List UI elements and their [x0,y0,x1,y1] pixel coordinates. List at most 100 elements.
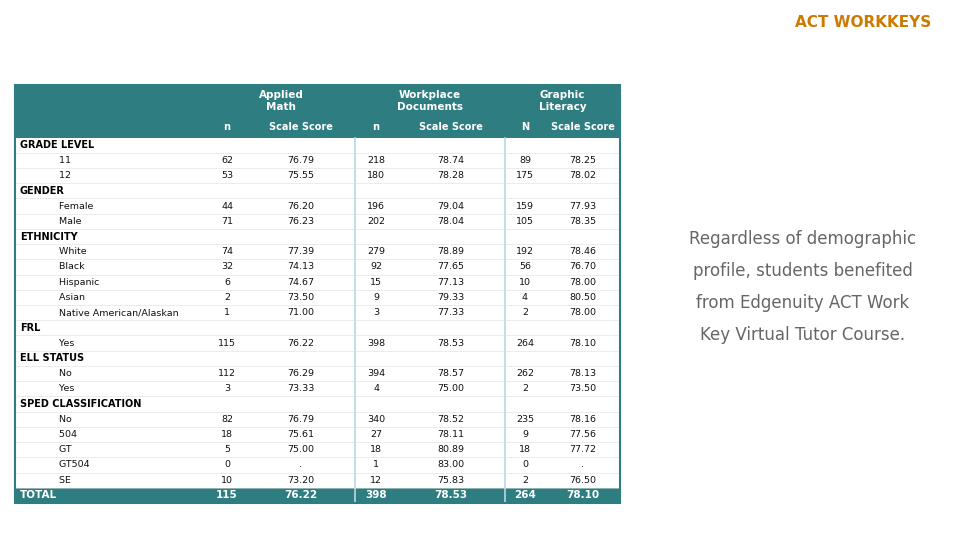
Text: n: n [372,123,379,132]
Text: 78.10: 78.10 [569,339,596,348]
Text: 175: 175 [516,171,534,180]
Text: 75.55: 75.55 [287,171,315,180]
Text: 3: 3 [224,384,230,393]
Text: Native American/Alaskan: Native American/Alaskan [35,308,179,317]
Text: 340: 340 [367,415,385,424]
Text: 9: 9 [373,293,379,302]
Text: 279: 279 [367,247,385,256]
Text: 1: 1 [224,308,230,317]
Text: 76.29: 76.29 [287,369,315,378]
Text: 77.56: 77.56 [569,430,596,439]
Text: 78.53: 78.53 [435,490,468,501]
Text: 74.13: 74.13 [287,262,315,272]
Text: Scale Score: Scale Score [420,123,483,132]
Text: n: n [224,123,230,132]
Text: 398: 398 [365,490,387,501]
Text: 76.70: 76.70 [569,262,596,272]
Text: 74: 74 [221,247,233,256]
Text: 78.25: 78.25 [569,156,596,165]
Text: Asian: Asian [35,293,85,302]
Text: 2: 2 [224,293,230,302]
Text: 75.83: 75.83 [438,476,465,484]
Text: 235: 235 [516,415,534,424]
Text: 75.61: 75.61 [287,430,315,439]
Bar [15,85,620,503]
Text: 11: 11 [35,156,71,165]
Bar [15,442,620,457]
Text: 4: 4 [522,293,528,302]
Text: Black: Black [35,262,84,272]
Text: 73.33: 73.33 [287,384,315,393]
Text: 78.11: 78.11 [438,430,465,439]
Text: TOTAL: TOTAL [20,490,58,501]
Text: 202: 202 [367,217,385,226]
Text: 76.50: 76.50 [569,476,596,484]
Text: 92: 92 [370,262,382,272]
Bar [15,396,620,411]
Text: 1: 1 [373,461,379,469]
Text: Yes: Yes [35,384,74,393]
Text: ETHNICITY: ETHNICITY [20,232,78,241]
Text: Central Community Schools: Central Community Schools [19,16,492,45]
Text: Scale Score: Scale Score [551,123,614,132]
Text: Female: Female [35,201,93,211]
Bar [15,183,620,199]
Text: 2: 2 [522,476,528,484]
Text: Hispanic: Hispanic [35,278,100,287]
Text: GENDER: GENDER [20,186,65,196]
Text: 15: 15 [370,278,382,287]
Text: 75.00: 75.00 [438,384,465,393]
Bar [15,305,620,320]
Bar [15,320,620,335]
Text: N: N [521,123,529,132]
Text: Scale Score: Scale Score [269,123,333,132]
Text: White: White [35,247,86,256]
Text: 77.33: 77.33 [438,308,465,317]
Text: 27: 27 [370,430,382,439]
Bar [15,117,620,138]
Text: GT504: GT504 [35,461,89,469]
Text: 504: 504 [35,430,77,439]
Text: 76.79: 76.79 [287,415,315,424]
Text: 10: 10 [221,476,233,484]
Bar [15,153,620,168]
Bar [15,244,620,259]
Bar [15,488,620,503]
Bar [15,274,620,290]
Text: 78.10: 78.10 [566,490,599,501]
Text: 78.16: 78.16 [569,415,596,424]
Text: 75.00: 75.00 [287,445,315,454]
Text: 394: 394 [367,369,385,378]
Bar [15,290,620,305]
Text: 3: 3 [372,308,379,317]
Text: Graphic
Literacy: Graphic Literacy [539,90,587,112]
Text: 398: 398 [367,339,385,348]
Bar [15,457,620,472]
Text: 159: 159 [516,201,534,211]
Text: 262: 262 [516,369,534,378]
Text: 9: 9 [522,430,528,439]
Text: 78.00: 78.00 [569,278,596,287]
Text: 77.93: 77.93 [569,201,596,211]
Text: 78.00: 78.00 [569,308,596,317]
Text: 76.23: 76.23 [287,217,315,226]
Text: 78.02: 78.02 [569,171,596,180]
Text: 79.33: 79.33 [438,293,465,302]
Bar [15,411,620,427]
Text: 18: 18 [221,430,233,439]
Text: 73.50: 73.50 [287,293,315,302]
Text: ACT WORKKEYS: ACT WORKKEYS [795,15,931,30]
Text: 78.74: 78.74 [438,156,465,165]
Text: 78.04: 78.04 [438,217,465,226]
Text: 78.89: 78.89 [438,247,465,256]
Bar [15,85,620,503]
Bar [15,138,620,153]
Text: 115: 115 [218,339,236,348]
Text: 115: 115 [216,490,238,501]
Text: 105: 105 [516,217,534,226]
Text: 77.65: 77.65 [438,262,465,272]
Text: 10: 10 [519,278,531,287]
Text: 218: 218 [367,156,385,165]
Text: FRL: FRL [20,323,40,333]
Text: SPED CLASSIFICATION: SPED CLASSIFICATION [20,399,141,409]
